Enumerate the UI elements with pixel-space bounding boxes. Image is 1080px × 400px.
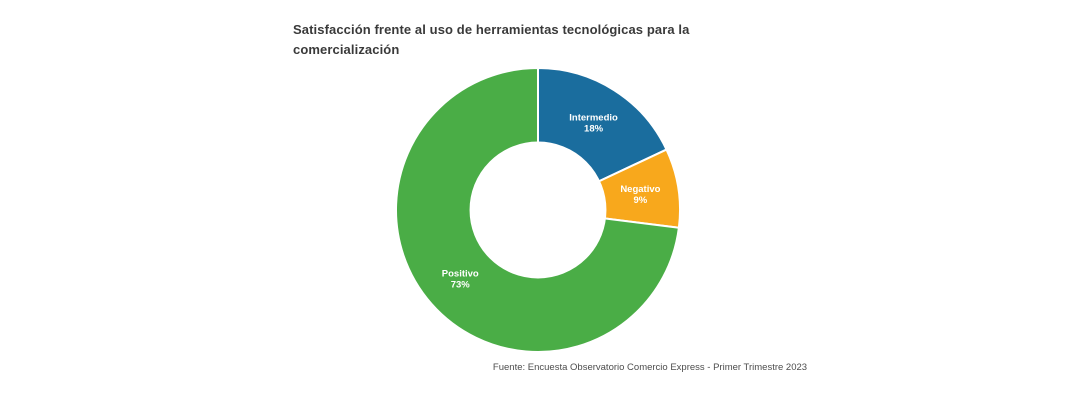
slice-label-negativo: Negativo 9% xyxy=(620,184,660,206)
donut-hole xyxy=(469,141,607,279)
slice-label-intermedio: Intermedio 18% xyxy=(569,112,618,134)
source-note: Fuente: Encuesta Observatorio Comercio E… xyxy=(492,362,808,373)
donut-chart: Intermedio 18% Negativo 9% Positivo 73% xyxy=(392,64,684,356)
donut-chart-svg: Intermedio 18% Negativo 9% Positivo 73% xyxy=(395,67,681,353)
chart-title: Satisfacción frente al uso de herramient… xyxy=(293,22,690,57)
slice-label-positivo: Positivo 73% xyxy=(442,269,479,291)
